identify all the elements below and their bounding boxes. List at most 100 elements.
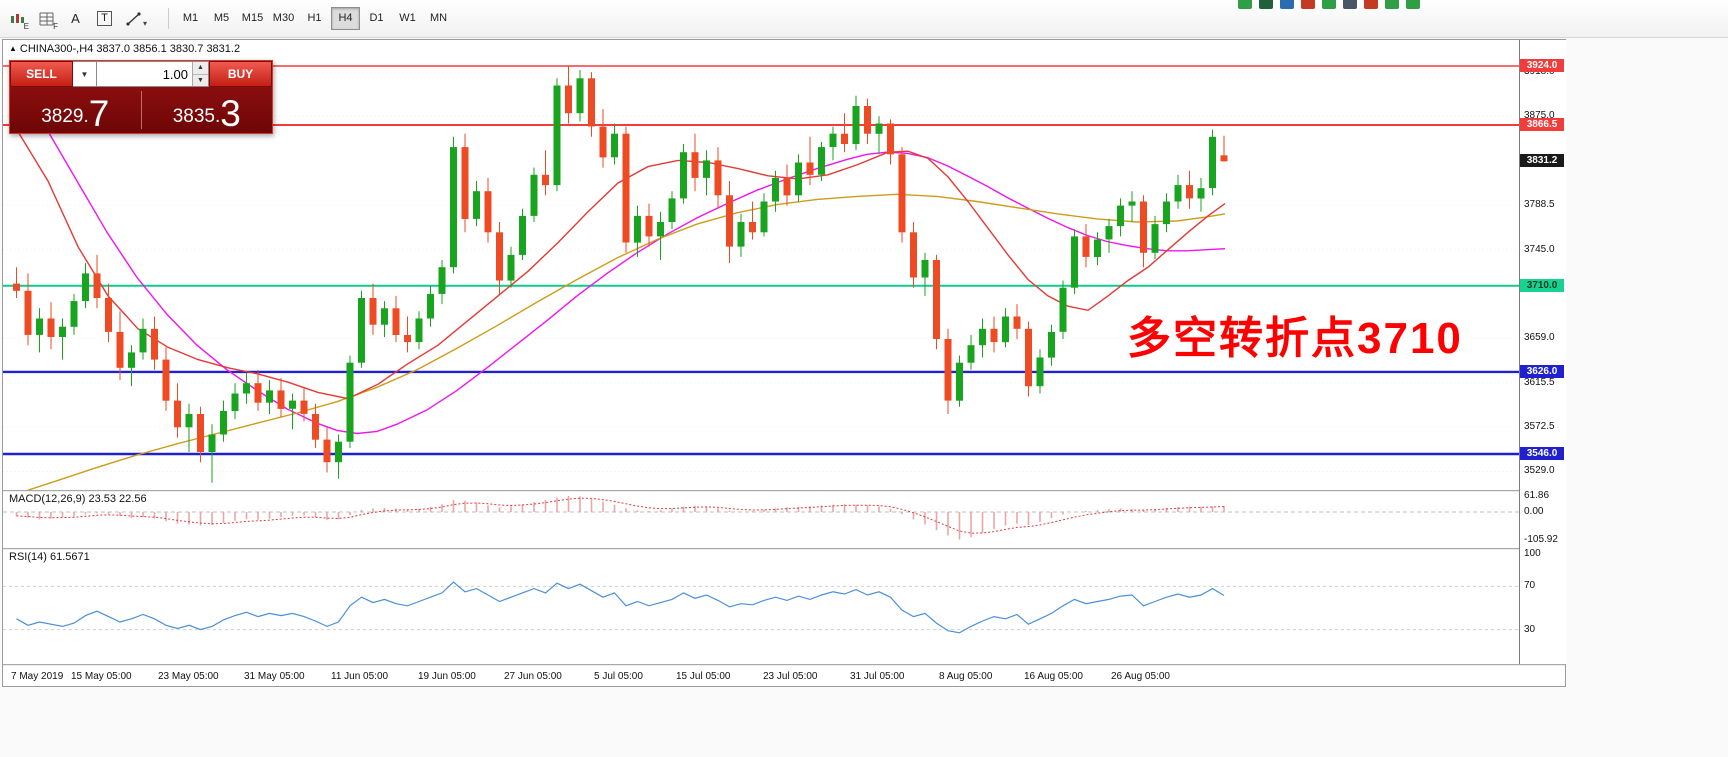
time-axis-label: 8 Aug 05:00 xyxy=(939,671,993,682)
price-badge: 3831.2 xyxy=(1520,154,1564,167)
pane-splitter[interactable] xyxy=(3,664,1565,666)
clipped-icon[interactable] xyxy=(1364,0,1378,9)
price-badge: 3866.5 xyxy=(1520,118,1564,131)
macd-scale-label: 61.86 xyxy=(1524,490,1550,501)
main-price-chart[interactable] xyxy=(3,40,1519,490)
price-badge: 3710.0 xyxy=(1520,279,1564,292)
timeframe-M15[interactable]: M15 xyxy=(238,7,267,30)
time-axis-label: 19 Jun 05:00 xyxy=(418,671,476,682)
clipped-icon[interactable] xyxy=(1259,0,1273,9)
price-badge: 3924.0 xyxy=(1520,59,1564,72)
buy-price-small: 3835. xyxy=(172,106,221,127)
clipped-icon[interactable] xyxy=(1280,0,1294,9)
macd-label: MACD(12,26,9) 23.53 22.56 xyxy=(9,493,147,505)
spin-up-icon[interactable]: ▲ xyxy=(193,62,208,75)
draw-objects-button[interactable]: ▾ xyxy=(120,6,147,31)
buy-price[interactable]: 3835. 3 xyxy=(142,87,273,133)
time-axis-label: 5 Jul 05:00 xyxy=(594,671,643,682)
clipped-icon[interactable] xyxy=(1301,0,1315,9)
timeframe-M5[interactable]: M5 xyxy=(207,7,236,30)
text-tool-button[interactable]: T xyxy=(91,6,118,31)
expand-triangle-icon[interactable]: ▲ xyxy=(9,44,17,53)
timeframe-W1[interactable]: W1 xyxy=(393,7,422,30)
letter-a-glyph: A xyxy=(71,11,80,26)
macd-scale-label: 0.00 xyxy=(1524,506,1544,517)
top-toolbar: E F A T ▾ M1 M5 M15 M30 H1 H4 D1 W1 MN xyxy=(0,0,1728,38)
volume-stepper[interactable]: ▲ ▼ xyxy=(192,62,208,86)
price-badge: 3546.0 xyxy=(1520,447,1564,460)
timeframe-H4[interactable]: H4 xyxy=(331,7,360,30)
volume-value: 1.00 xyxy=(162,66,188,82)
time-axis-label: 16 Aug 05:00 xyxy=(1024,671,1083,682)
time-axis-label: 15 Jul 05:00 xyxy=(676,671,731,682)
time-axis-label: 7 May 2019 xyxy=(11,671,64,682)
clipped-icon[interactable] xyxy=(1238,0,1252,9)
price-divider xyxy=(140,91,142,129)
text-label-button[interactable]: A xyxy=(62,6,89,31)
macd-pane[interactable] xyxy=(3,492,1519,548)
one-click-trading-panel: SELL ▼ 1.00 ▲ ▼ BUY 3829. 7 3835. 3 xyxy=(9,60,273,134)
time-axis-label: 11 Jun 05:00 xyxy=(331,671,389,682)
rsi-scale-label: 100 xyxy=(1524,548,1541,559)
expert-chart-button[interactable]: E xyxy=(4,6,31,31)
timeframe-toolbar: M1 M5 M15 M30 H1 H4 D1 W1 MN xyxy=(176,7,455,30)
clipped-toolbar-icons xyxy=(0,0,1728,10)
trade-prices-row: 3829. 7 3835. 3 xyxy=(10,87,272,133)
time-axis-label: 31 Jul 05:00 xyxy=(850,671,905,682)
clipped-icon[interactable] xyxy=(1343,0,1357,9)
time-axis-label: 23 May 05:00 xyxy=(158,671,219,682)
letter-t-glyph: T xyxy=(97,11,112,26)
clipped-icon[interactable] xyxy=(1322,0,1336,9)
rsi-scale-label: 30 xyxy=(1524,624,1536,635)
rsi-label: RSI(14) 61.5671 xyxy=(9,551,90,563)
volume-preset-dropdown[interactable]: ▼ xyxy=(73,61,97,87)
drawing-tools-group: E F A T ▾ xyxy=(4,6,147,31)
symbol-ohlc-text: CHINA300-,H4 3837.0 3856.1 3830.7 3831.2 xyxy=(19,43,241,55)
price-tick-label: 3572.5 xyxy=(1524,421,1555,432)
sell-price-big: 7 xyxy=(88,93,110,134)
time-axis-label: 31 May 05:00 xyxy=(244,671,305,682)
chart-window: ▲ CHINA300-,H4 3837.0 3856.1 3830.7 3831.… xyxy=(2,39,1566,687)
chart-annotation-text[interactable]: 多空转折点3710 xyxy=(1127,314,1463,363)
timeframe-M1[interactable]: M1 xyxy=(176,7,205,30)
price-tick-label: 3788.5 xyxy=(1524,199,1555,210)
price-axis[interactable]: 3918.03875.03788.53745.03659.03615.53572… xyxy=(1519,40,1566,664)
spin-down-icon[interactable]: ▼ xyxy=(193,74,208,86)
chevron-down-icon: ▾ xyxy=(142,19,147,28)
timeframe-M30[interactable]: M30 xyxy=(269,7,298,30)
time-axis-label: 27 Jun 05:00 xyxy=(504,671,562,682)
time-axis[interactable]: 7 May 2019 15 May 05:00 23 May 05:00 31 May… xyxy=(3,666,1565,686)
pane-splitter[interactable] xyxy=(3,548,1565,550)
time-axis-label: 15 May 05:00 xyxy=(71,671,132,682)
sell-price[interactable]: 3829. 7 xyxy=(10,87,141,133)
price-tick-label: 3745.0 xyxy=(1524,244,1555,255)
price-tick-label: 3615.5 xyxy=(1524,377,1555,388)
volume-input[interactable]: 1.00 ▲ ▼ xyxy=(97,61,209,87)
trade-controls-row: SELL ▼ 1.00 ▲ ▼ BUY xyxy=(10,61,272,87)
buy-price-big: 3 xyxy=(220,93,241,134)
expert-sub-label: E xyxy=(23,22,29,31)
price-tick-label: 3529.0 xyxy=(1524,465,1555,476)
buy-button[interactable]: BUY xyxy=(209,61,272,87)
timeframe-MN[interactable]: MN xyxy=(424,7,453,30)
time-axis-label: 26 Aug 05:00 xyxy=(1111,671,1170,682)
fibo-sub-label: F xyxy=(53,22,58,31)
clipped-icon[interactable] xyxy=(1385,0,1399,9)
rsi-pane[interactable] xyxy=(3,550,1519,664)
grid-icon xyxy=(39,12,54,25)
price-badge: 3626.0 xyxy=(1520,365,1564,378)
clipped-icon[interactable] xyxy=(1406,0,1420,9)
timeframe-H1[interactable]: H1 xyxy=(300,7,329,30)
time-axis-label: 23 Jul 05:00 xyxy=(763,671,818,682)
trendline-icon xyxy=(126,11,141,26)
timeframe-D1[interactable]: D1 xyxy=(362,7,391,30)
sell-button[interactable]: SELL xyxy=(10,61,73,87)
price-tick-label: 3875.0 xyxy=(1524,110,1555,121)
pane-splitter[interactable] xyxy=(3,490,1565,492)
rsi-scale-label: 70 xyxy=(1524,580,1536,591)
fibo-grid-button[interactable]: F xyxy=(33,6,60,31)
toolbar-separator xyxy=(168,8,169,29)
chart-ohlc-header: ▲ CHINA300-,H4 3837.0 3856.1 3830.7 3831.… xyxy=(9,43,240,55)
mini-candles-icon xyxy=(11,13,24,23)
